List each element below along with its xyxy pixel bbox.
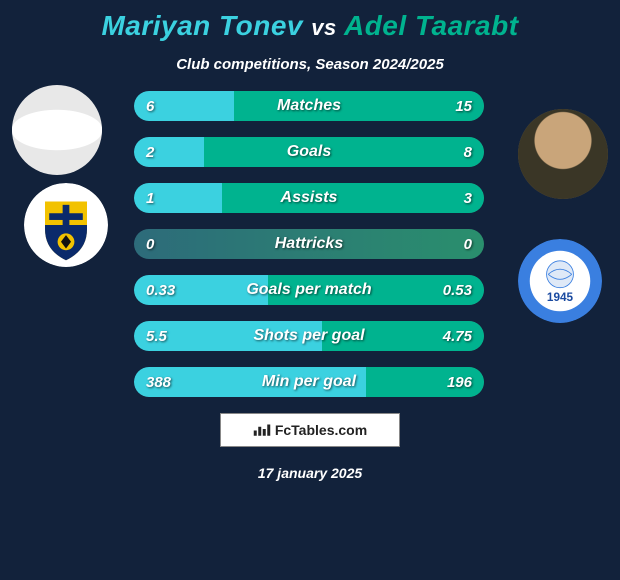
page-title: Mariyan Tonev vs Adel Taarabt: [0, 0, 620, 42]
stat-row: 388196Min per goal: [134, 367, 484, 397]
content-area: 1945 615Matches 28Goals 13Assists 00Hattric…: [0, 91, 620, 397]
stat-row: 5.54.75Shots per goal: [134, 321, 484, 351]
stat-row: 13Assists: [134, 183, 484, 213]
stat-row: 0.330.53Goals per match: [134, 275, 484, 305]
stat-label: Hattricks: [134, 229, 484, 259]
player-face: [518, 109, 608, 199]
brand-box[interactable]: FcTables.com: [220, 413, 400, 447]
club-badge-icon: 1945: [518, 239, 602, 323]
player2-club-badge: 1945: [518, 239, 602, 323]
bar-chart-icon: [253, 423, 271, 437]
silhouette-icon: [12, 85, 102, 175]
stat-row: 615Matches: [134, 91, 484, 121]
stat-row: 00Hattricks: [134, 229, 484, 259]
stat-label: Goals: [134, 137, 484, 167]
stat-label: Shots per goal: [134, 321, 484, 351]
date-text: 17 january 2025: [0, 465, 620, 481]
stat-row: 28Goals: [134, 137, 484, 167]
stat-label: Assists: [134, 183, 484, 213]
player2-avatar: [518, 109, 608, 199]
player1-name: Mariyan Tonev: [101, 10, 303, 41]
vs-text: vs: [311, 15, 336, 40]
comparison-card: Mariyan Tonev vs Adel Taarabt Club compe…: [0, 0, 620, 580]
brand-text: FcTables.com: [275, 422, 367, 438]
stat-label: Min per goal: [134, 367, 484, 397]
player2-name: Adel Taarabt: [344, 10, 519, 41]
stat-bars: 615Matches 28Goals 13Assists 00Hattricks 0.3…: [134, 91, 484, 397]
club-badge-icon: [24, 183, 108, 267]
stat-label: Goals per match: [134, 275, 484, 305]
player1-avatar: [12, 85, 102, 175]
player1-club-badge: [24, 183, 108, 267]
stat-label: Matches: [134, 91, 484, 121]
club-year: 1945: [547, 291, 574, 304]
subtitle: Club competitions, Season 2024/2025: [0, 56, 620, 73]
